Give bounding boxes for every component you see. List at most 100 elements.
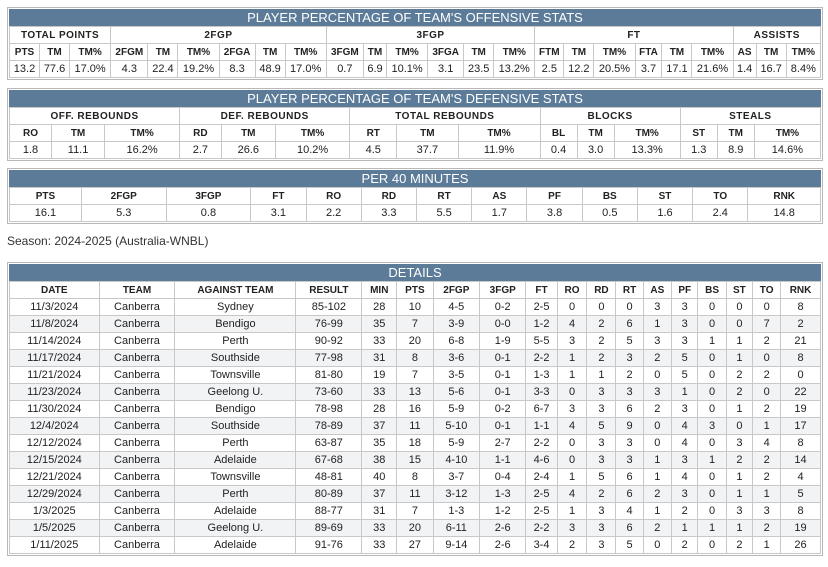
cell: 1: [670, 519, 699, 537]
stat-value: 0.8: [165, 204, 252, 222]
cell: 1: [586, 366, 617, 384]
cell: 3: [615, 434, 644, 452]
column-header: TM: [362, 43, 388, 61]
cell: 3: [586, 519, 617, 537]
cell: 1: [556, 502, 588, 520]
game-row: 1/5/2025 Canberra Geelong U. 89-69 33 20 6-11 2…: [9, 519, 821, 537]
stats-table: PTS 2FGP 3FGP FT RO RD RT AS PF BS ST TO RNK 16.1 5.3 0…: [9, 187, 821, 222]
cell: 2-5: [525, 485, 558, 503]
stat-value: 17.0%: [69, 60, 112, 78]
cell: 7: [396, 502, 434, 520]
column-header: TM: [51, 124, 106, 142]
cell: 3: [556, 400, 588, 418]
column-header: RNK: [747, 187, 821, 205]
cell: 7: [752, 315, 782, 333]
cell: Canberra: [98, 315, 176, 333]
cell: 1: [725, 468, 754, 486]
defensive-panel: PLAYER PERCENTAGE OF TEAM'S DEFENSIVE ST…: [7, 88, 823, 161]
cell: 2: [725, 536, 754, 554]
cell: 8: [396, 349, 434, 367]
cell: 3: [586, 400, 617, 418]
cell: 2-2: [525, 349, 558, 367]
cell: 0-2: [479, 400, 527, 418]
game-row: 12/12/2024 Canberra Perth 63-87 35 18 5-9 2-7 2-…: [9, 434, 821, 452]
cell: 11/3/2024: [9, 298, 100, 316]
column-header: TM%: [177, 43, 220, 61]
cell: 90-92: [295, 332, 363, 350]
cell: 3: [615, 383, 644, 401]
group-row: OFF. REBOUNDS DEF. REBOUNDS TOTAL REBOUNDS…: [8, 107, 822, 125]
cell: 3: [556, 519, 588, 537]
cell: 1: [725, 349, 754, 367]
cell: 2: [752, 400, 782, 418]
cell: 1/11/2025: [9, 536, 100, 554]
cell: Perth: [174, 332, 297, 350]
cell: 0: [586, 298, 617, 316]
cell: 1: [752, 485, 782, 503]
cell: 19: [780, 519, 821, 537]
stat-value: 1.8: [8, 141, 53, 159]
cell: 73-60: [295, 383, 363, 401]
cell: 2: [615, 366, 644, 384]
cell: 1: [697, 519, 727, 537]
cell: 8: [780, 502, 821, 520]
cell: Adelaide: [174, 502, 297, 520]
cell: 0: [780, 366, 821, 384]
cell: Townsville: [174, 468, 297, 486]
cell: 3: [586, 383, 617, 401]
cell: Canberra: [98, 468, 176, 486]
cell: Bendigo: [174, 315, 297, 333]
column-header: TM: [755, 43, 787, 61]
cell: 22: [780, 383, 821, 401]
game-row: 11/30/2024 Canberra Bendigo 78-98 28 16 5-9 0-2…: [9, 400, 821, 418]
stat-value: 10.2%: [274, 141, 351, 159]
cell: 0-1: [479, 417, 527, 435]
cell: 0: [556, 383, 588, 401]
stat-value: 26.6: [220, 141, 276, 159]
cell: 1-1: [479, 451, 527, 469]
cell: 2: [642, 400, 672, 418]
cell: 31: [361, 502, 398, 520]
cell: 35: [361, 434, 398, 452]
cell: 10: [396, 298, 434, 316]
column-header: AGAINST TEAM: [174, 281, 297, 299]
cell: 16: [396, 400, 434, 418]
cell: Canberra: [98, 519, 176, 537]
column-header: DATE: [9, 281, 100, 299]
cell: 76-99: [295, 315, 363, 333]
cell: 4-6: [525, 451, 558, 469]
stat-value: 13.2: [8, 60, 41, 78]
cell: 12/15/2024: [9, 451, 100, 469]
cell: Perth: [174, 434, 297, 452]
cell: 1: [642, 451, 672, 469]
column-header: TM%: [386, 43, 429, 61]
cell: 3: [642, 383, 672, 401]
cell: 3: [725, 434, 754, 452]
cell: 3: [670, 400, 699, 418]
cell: 6: [615, 468, 644, 486]
column-header: 2FGM: [110, 43, 149, 61]
cell: 2-4: [525, 468, 558, 486]
cell: 0-1: [479, 366, 527, 384]
cell: 0-4: [479, 468, 527, 486]
cell: 5: [586, 468, 617, 486]
cell: 3-6: [432, 349, 481, 367]
cell: 0: [697, 383, 727, 401]
column-header: AS: [642, 281, 672, 299]
column-header: TM: [220, 124, 276, 142]
cell: 37: [361, 417, 398, 435]
cell: 5: [615, 332, 644, 350]
game-row: 12/29/2024 Canberra Perth 80-89 37 11 3-12 1-3 2…: [9, 485, 821, 503]
column-header: PTS: [8, 43, 41, 61]
cell: 1/3/2025: [9, 502, 100, 520]
cell: 9: [615, 417, 644, 435]
stat-value: 16.1: [9, 204, 82, 222]
cell: 1: [725, 485, 754, 503]
column-header: 3FGP: [165, 187, 252, 205]
cell: 2: [556, 536, 588, 554]
column-header: TM%: [493, 43, 536, 61]
cell: 0: [556, 434, 588, 452]
stats-table: OFF. REBOUNDS DEF. REBOUNDS TOTAL REBOUNDS…: [8, 107, 822, 159]
cell: 8: [780, 298, 821, 316]
